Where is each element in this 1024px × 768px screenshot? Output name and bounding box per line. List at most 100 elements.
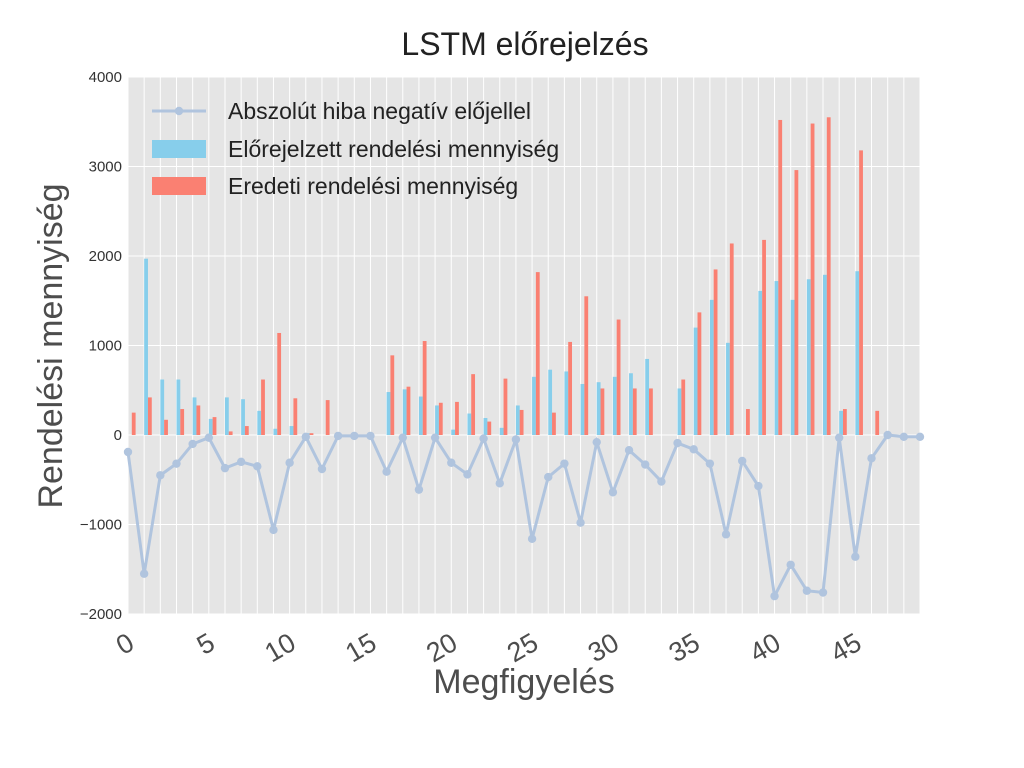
x-tick-label: 35 bbox=[664, 627, 705, 668]
bar-original bbox=[875, 410, 880, 435]
bar-predicted bbox=[709, 299, 714, 435]
legend-label: Eredeti rendelési mennyiség bbox=[228, 173, 518, 199]
error-point bbox=[673, 438, 682, 448]
error-line-path bbox=[126, 433, 920, 601]
error-point bbox=[527, 534, 537, 544]
bar-original bbox=[552, 412, 556, 435]
bar-original bbox=[131, 412, 136, 435]
bar-predicted bbox=[855, 271, 860, 435]
bar-predicted bbox=[289, 426, 294, 435]
y-tick-label: 0 bbox=[114, 427, 122, 444]
bar-original bbox=[600, 388, 605, 435]
bar-predicted bbox=[402, 389, 407, 435]
error-point bbox=[560, 459, 569, 468]
error-point bbox=[738, 456, 747, 466]
bar-predicted bbox=[629, 373, 633, 435]
error-point bbox=[495, 479, 504, 488]
error-point bbox=[576, 518, 585, 527]
bar-predicted bbox=[499, 427, 504, 435]
error-point bbox=[188, 439, 197, 449]
bar-original bbox=[390, 355, 395, 435]
error-point bbox=[253, 462, 262, 471]
bar-predicted bbox=[515, 405, 520, 435]
error-point bbox=[366, 431, 375, 441]
error-point bbox=[608, 488, 618, 497]
bar-original bbox=[519, 409, 524, 435]
bar-original bbox=[729, 243, 734, 435]
x-tick-label: 10 bbox=[260, 627, 301, 668]
legend-line-marker bbox=[174, 106, 184, 116]
y-tick-label: −1000 bbox=[80, 517, 122, 534]
bar-original bbox=[147, 397, 152, 435]
x-tick-label: 0 bbox=[111, 627, 139, 660]
bar-original bbox=[309, 433, 314, 435]
error-line bbox=[123, 430, 925, 601]
legend-original-swatch bbox=[152, 177, 206, 195]
bar-predicted bbox=[257, 410, 262, 435]
bar-original bbox=[228, 431, 233, 435]
bar-predicted bbox=[580, 383, 585, 435]
legend-label: Előrejelzett rendelési mennyiség bbox=[228, 136, 559, 162]
bar-original bbox=[794, 170, 799, 435]
bar-predicted bbox=[176, 379, 181, 435]
bars bbox=[131, 117, 880, 436]
bar-original bbox=[616, 319, 621, 435]
error-point bbox=[123, 447, 133, 457]
error-point bbox=[883, 430, 892, 440]
bar-original bbox=[842, 409, 847, 435]
error-point bbox=[414, 485, 424, 494]
legend-predicted-swatch bbox=[152, 140, 206, 158]
bar-original bbox=[503, 378, 508, 435]
bar-original bbox=[859, 150, 863, 435]
error-point bbox=[899, 432, 909, 441]
bar-predicted bbox=[208, 418, 213, 435]
y-tick-label: 1000 bbox=[89, 338, 122, 355]
y-tick-label: 2000 bbox=[89, 248, 122, 265]
bar-predicted bbox=[483, 417, 488, 435]
bar-original bbox=[164, 419, 168, 435]
bar-original bbox=[697, 312, 702, 435]
error-point bbox=[544, 472, 553, 482]
bar-original bbox=[455, 401, 459, 435]
bar-predicted bbox=[224, 397, 229, 435]
x-tick-label: 45 bbox=[825, 627, 866, 668]
error-point bbox=[786, 560, 795, 569]
bar-original bbox=[535, 272, 540, 435]
bar-predicted bbox=[693, 327, 698, 435]
bar-predicted bbox=[612, 376, 617, 435]
bar-original bbox=[438, 402, 443, 435]
bar-original bbox=[826, 117, 831, 436]
bar-original bbox=[649, 388, 653, 435]
bar-original bbox=[325, 400, 330, 435]
error-point bbox=[350, 431, 359, 441]
bar-predicted bbox=[548, 369, 553, 435]
bar-original bbox=[212, 417, 217, 435]
bar-original bbox=[487, 421, 492, 435]
error-point bbox=[641, 460, 650, 469]
error-point bbox=[430, 433, 440, 442]
bar-predicted bbox=[532, 376, 536, 435]
error-point bbox=[220, 463, 230, 473]
bar-original bbox=[713, 269, 718, 435]
bar-predicted bbox=[758, 290, 763, 435]
bar-original bbox=[746, 409, 750, 435]
bar-original bbox=[584, 296, 589, 435]
bar-predicted bbox=[839, 410, 843, 435]
bar-original bbox=[568, 341, 573, 435]
error-point bbox=[156, 471, 165, 480]
y-tick-label: −2000 bbox=[80, 606, 122, 623]
bar-original bbox=[810, 123, 815, 435]
error-point bbox=[511, 435, 521, 444]
bar-original bbox=[293, 398, 298, 435]
error-point bbox=[333, 431, 343, 441]
bar-original bbox=[422, 341, 427, 435]
bar-predicted bbox=[451, 429, 456, 435]
error-point bbox=[479, 434, 488, 443]
error-point bbox=[689, 445, 698, 454]
error-point bbox=[204, 433, 214, 442]
bar-predicted bbox=[677, 388, 682, 435]
legend-label: Abszolút hiba negatív előjellel bbox=[228, 98, 531, 124]
legend: Abszolút hiba negatív előjellel Előrejelz… bbox=[152, 98, 559, 199]
bar-original bbox=[244, 426, 249, 435]
